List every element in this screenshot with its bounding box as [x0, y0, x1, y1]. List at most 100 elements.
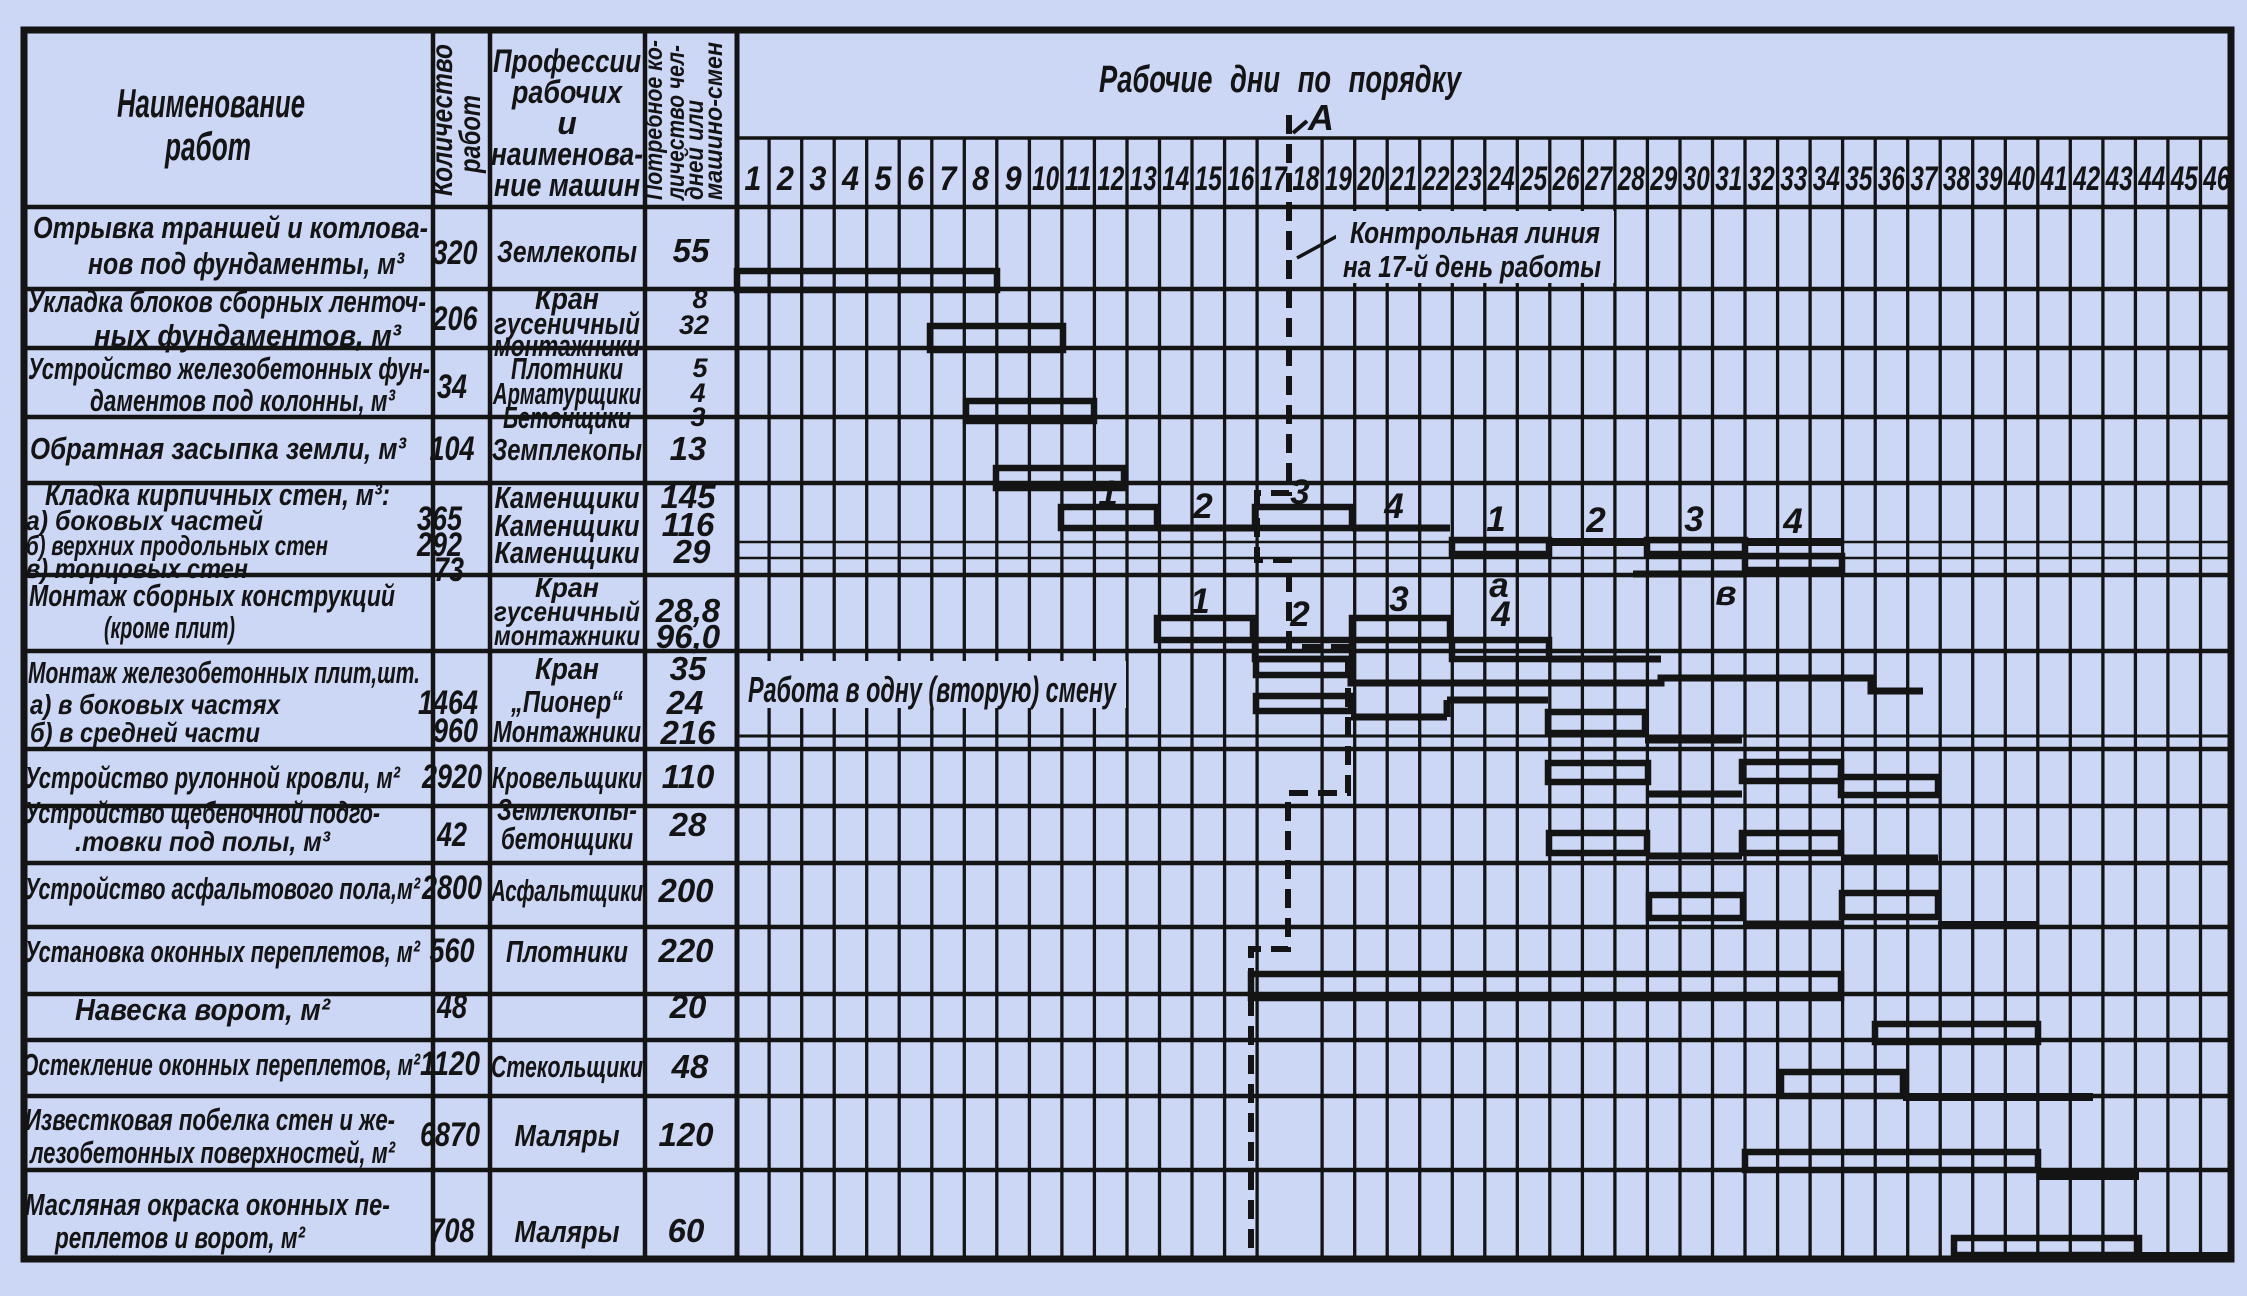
svg-text:2920: 2920 — [421, 758, 482, 796]
svg-text:Стекольщики: Стекольщики — [491, 1049, 643, 1084]
svg-text:гусеничный: гусеничный — [494, 306, 640, 341]
svg-text:145: 145 — [660, 478, 716, 515]
svg-text:реплетов и ворот, м²: реплетов и ворот, м² — [54, 1220, 305, 1255]
svg-text:18: 18 — [1292, 160, 1319, 198]
svg-text:2: 2 — [776, 160, 794, 198]
svg-text:Количество: Количество — [426, 44, 459, 196]
svg-text:708: 708 — [430, 1212, 475, 1250]
svg-text:Наименование: Наименование — [117, 82, 305, 126]
svg-text:44: 44 — [2137, 160, 2165, 198]
svg-text:16: 16 — [1227, 160, 1255, 198]
svg-text:в: в — [1715, 574, 1736, 613]
svg-text:40: 40 — [2007, 160, 2035, 198]
svg-text:Установка оконных переплетов,: Установка оконных переплетов, м² — [25, 934, 420, 969]
svg-text:4: 4 — [689, 378, 705, 408]
svg-text:.товки под полы, м³: .товки под полы, м³ — [75, 826, 331, 857]
svg-text:29: 29 — [673, 533, 711, 570]
svg-text:3: 3 — [1290, 473, 1310, 512]
svg-text:28: 28 — [669, 806, 707, 843]
svg-text:Монтаж сборных конструкций: Монтаж сборных конструкций — [29, 578, 395, 613]
svg-text:560: 560 — [430, 932, 475, 970]
svg-text:4: 4 — [841, 160, 859, 198]
svg-text:Остекление оконных переплетов,: Остекление оконных переплетов, м² — [22, 1047, 420, 1082]
svg-text:110: 110 — [662, 758, 715, 795]
svg-text:Рабочие дни по порядку: Рабочие дни по порядку — [1099, 59, 1462, 101]
svg-text:32: 32 — [1748, 160, 1775, 198]
svg-text:Устройство железобетонных фун-: Устройство железобетонных фун- — [28, 351, 430, 386]
svg-text:33: 33 — [1780, 160, 1807, 198]
svg-text:Навеска ворот, м²: Навеска ворот, м² — [75, 992, 331, 1027]
svg-text:Кладка кирпичных стен, м³:: Кладка кирпичных стен, м³: — [45, 477, 390, 512]
svg-text:5: 5 — [875, 160, 893, 198]
svg-text:6870: 6870 — [420, 1116, 480, 1154]
svg-text:73: 73 — [434, 551, 464, 589]
svg-text:32: 32 — [679, 310, 709, 340]
svg-text:35: 35 — [1845, 160, 1873, 198]
svg-text:Устройство щебеночной подго-: Устройство щебеночной подго- — [25, 795, 380, 830]
svg-text:дней или: дней или — [681, 100, 709, 200]
svg-text:работ: работ — [454, 95, 487, 174]
svg-text:Арматурщики: Арматурщики — [492, 376, 641, 411]
svg-text:2: 2 — [1289, 595, 1310, 634]
svg-text:бетонщики: бетонщики — [501, 821, 633, 856]
svg-text:46: 46 — [2202, 160, 2230, 198]
svg-text:б) в средней части: б) в средней части — [30, 717, 260, 748]
svg-text:1464: 1464 — [418, 684, 478, 722]
svg-text:28,8: 28,8 — [655, 592, 721, 629]
svg-text:3: 3 — [690, 402, 705, 432]
svg-text:96,0: 96,0 — [656, 618, 721, 655]
svg-text:38: 38 — [1943, 160, 1970, 198]
svg-text:206: 206 — [432, 300, 479, 338]
svg-text:2: 2 — [1585, 501, 1606, 540]
svg-text:34: 34 — [437, 368, 467, 406]
svg-text:Масляная окраска оконных пе-: Масляная окраска оконных пе- — [25, 1187, 390, 1222]
svg-text:20: 20 — [669, 988, 707, 1025]
svg-text:Профессии: Профессии — [493, 43, 641, 79]
svg-text:1: 1 — [1486, 500, 1505, 539]
svg-text:200: 200 — [657, 872, 714, 909]
svg-text:Кровельщики: Кровельщики — [492, 760, 642, 795]
svg-text:17: 17 — [1260, 160, 1288, 198]
svg-text:1: 1 — [1190, 582, 1209, 621]
svg-text:21: 21 — [1389, 160, 1417, 198]
svg-text:Работа в одну (вторую) смену: Работа в одну (вторую) смену — [748, 669, 1117, 710]
svg-text:42: 42 — [436, 816, 467, 854]
svg-text:104: 104 — [430, 430, 475, 468]
svg-text:А: А — [1307, 97, 1334, 138]
svg-text:34: 34 — [1813, 160, 1840, 198]
svg-text:монтажники: монтажники — [494, 620, 640, 651]
svg-text:5: 5 — [692, 353, 708, 383]
svg-text:Устройство рулонной кровли, м²: Устройство рулонной кровли, м² — [25, 760, 400, 795]
svg-text:13: 13 — [670, 430, 707, 467]
svg-text:8: 8 — [692, 284, 707, 314]
svg-text:12: 12 — [1097, 160, 1124, 198]
svg-text:26: 26 — [1552, 160, 1580, 198]
svg-text:19: 19 — [1325, 160, 1352, 198]
svg-text:36: 36 — [1878, 160, 1906, 198]
svg-text:машино-смен: машино-смен — [700, 42, 728, 200]
svg-text:а) боковых частей: а) боковых частей — [26, 505, 263, 536]
svg-text:б) верхних продольных стен: б) верхних продольных стен — [26, 530, 328, 561]
svg-text:работ: работ — [164, 125, 251, 169]
svg-text:1: 1 — [1098, 474, 1117, 513]
svg-text:наименова-: наименова- — [491, 136, 643, 172]
svg-text:Контрольная линия: Контрольная линия — [1350, 215, 1600, 250]
svg-text:216: 216 — [659, 714, 716, 751]
svg-text:14: 14 — [1162, 160, 1189, 198]
svg-text:25: 25 — [1519, 160, 1547, 198]
svg-text:Плотники: Плотники — [511, 351, 623, 386]
svg-text:292: 292 — [416, 526, 462, 564]
svg-text:365: 365 — [417, 500, 463, 538]
svg-text:29: 29 — [1649, 160, 1677, 198]
svg-text:8: 8 — [972, 160, 989, 198]
svg-text:23: 23 — [1454, 160, 1482, 198]
svg-text:960: 960 — [433, 712, 478, 750]
svg-text:60: 60 — [668, 1212, 705, 1249]
svg-text:9: 9 — [1005, 160, 1022, 198]
svg-text:31: 31 — [1715, 160, 1742, 198]
svg-text:55: 55 — [673, 232, 710, 269]
svg-text:27: 27 — [1584, 160, 1613, 198]
svg-text:20: 20 — [1357, 160, 1385, 198]
svg-text:Землекопы: Землекопы — [497, 234, 637, 269]
svg-text:11: 11 — [1065, 160, 1092, 198]
